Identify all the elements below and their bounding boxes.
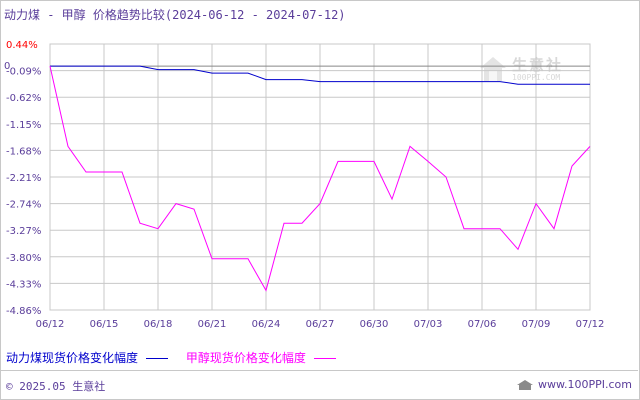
- zero-label: 0: [4, 61, 10, 72]
- x-tick-label: 07/12: [576, 319, 605, 330]
- legend: 动力煤现货价格变化幅度 甲醇现货价格变化幅度: [6, 349, 350, 366]
- x-tick-label: 07/06: [468, 319, 497, 330]
- y-tick-label: 0.44%: [6, 40, 38, 51]
- x-tick-label: 06/24: [252, 319, 281, 330]
- series-line-2: [49, 65, 591, 292]
- y-tick-label: -1.15%: [6, 120, 41, 131]
- y-tick-label: -3.80%: [6, 253, 41, 264]
- copyright-text: © 2025.05 生意社: [6, 380, 106, 393]
- x-tick-label: 06/30: [360, 319, 389, 330]
- watermark-house-icon: [480, 57, 506, 81]
- x-tick-label: 06/15: [90, 319, 119, 330]
- legend-item-series2: 甲醇现货价格变化幅度: [186, 349, 336, 366]
- legend-label-series1: 动力煤现货价格变化幅度: [6, 351, 139, 365]
- x-tick-label: 06/18: [144, 319, 173, 330]
- watermark-name: 生意社: [512, 56, 564, 74]
- y-tick-label: -4.86%: [6, 306, 41, 317]
- y-tick-label: -3.27%: [6, 226, 41, 237]
- x-tick-label: 06/21: [198, 319, 227, 330]
- legend-item-series1: 动力煤现货价格变化幅度: [6, 349, 169, 366]
- title-date-range: (2024-06-12 - 2024-07-12): [164, 8, 346, 22]
- y-tick-label: -2.21%: [6, 173, 41, 184]
- x-tick-label: 06/27: [306, 319, 335, 330]
- line-chart: 0.44% -0.09% -0.62% -1.15% -1.68% -2.21% -2.74…: [4, 40, 605, 330]
- legend-swatch-series1: [146, 358, 169, 359]
- y-tick-label: -2.74%: [6, 200, 41, 211]
- x-tick-label: 07/03: [414, 319, 443, 330]
- site-link[interactable]: www.100PPI.com: [516, 378, 632, 391]
- title-main: 动力煤 - 甲醇 价格趋势比较: [4, 8, 165, 22]
- y-tick-label: -0.09%: [6, 67, 41, 78]
- x-tick-label: 07/09: [522, 319, 551, 330]
- legend-swatch-series2: [313, 358, 336, 359]
- legend-label-series2: 甲醇现货价格变化幅度: [185, 351, 306, 365]
- chart-title: 动力煤 - 甲醇 价格趋势比较(2024-06-12 - 2024-07-12): [4, 6, 346, 23]
- y-tick-label: -0.62%: [6, 93, 41, 104]
- x-tick-label: 06/12: [36, 319, 65, 330]
- series-line-1: [50, 65, 590, 85]
- y-tick-label: -4.33%: [6, 279, 41, 290]
- y-tick-label: -1.68%: [6, 146, 41, 157]
- footer-divider: [0, 370, 638, 371]
- site-logo-icon: [517, 379, 534, 390]
- site-url: www.100PPI.com: [538, 378, 632, 391]
